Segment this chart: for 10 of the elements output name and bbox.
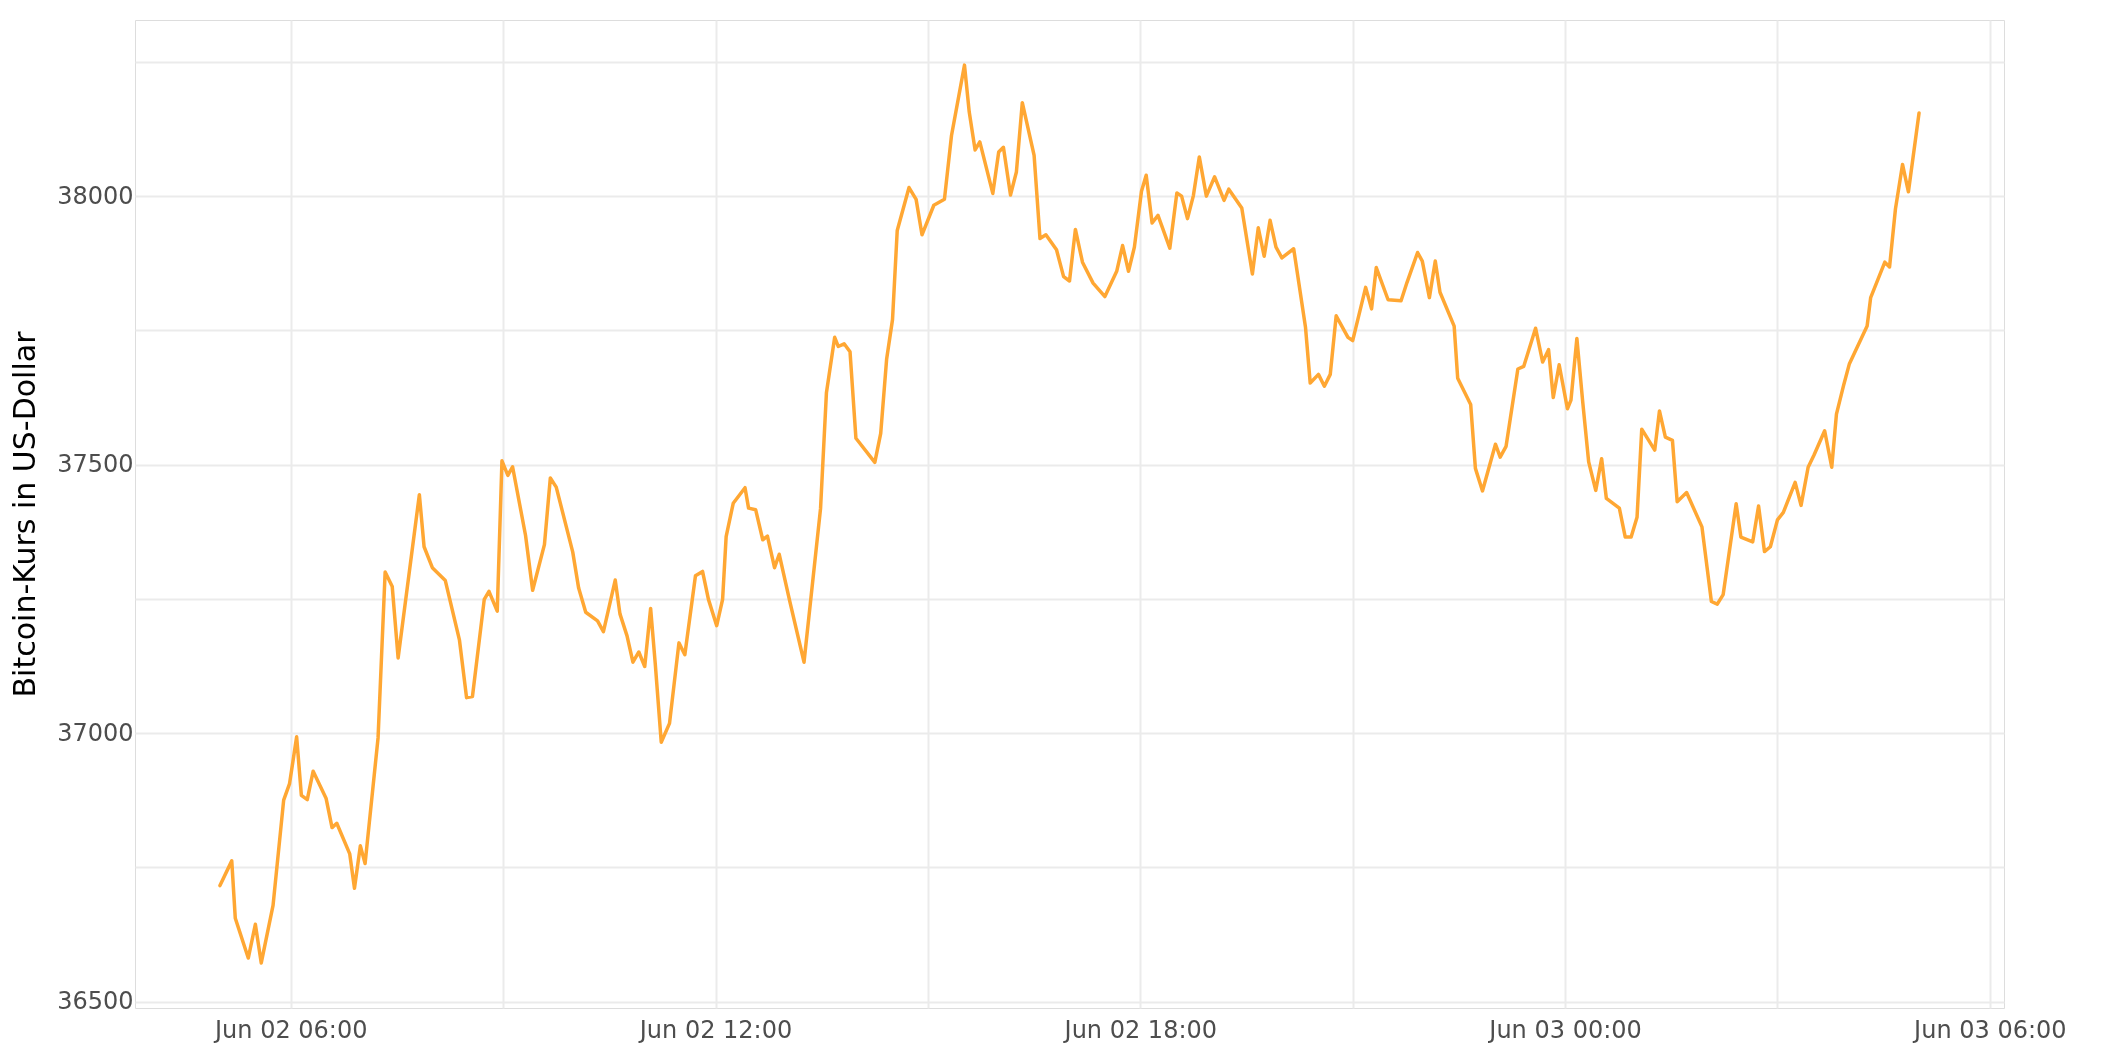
y-axis-title: Bitcoin-Kurs in US-Dollar	[7, 330, 43, 698]
x-tick-label: Jun 02 12:00	[637, 1015, 793, 1044]
x-tick-label: Jun 02 18:00	[1062, 1015, 1218, 1044]
y-tick-label: 36500	[57, 987, 134, 1016]
y-tick-label: 37000	[57, 718, 134, 747]
x-tick-label: Jun 03 06:00	[1912, 1015, 2067, 1044]
x-tick-label: Jun 03 00:00	[1487, 1015, 1642, 1044]
y-tick-label: 37500	[57, 450, 134, 479]
y-tick-label: 38000	[57, 181, 134, 210]
x-tick-label: Jun 02 06:00	[213, 1015, 368, 1044]
